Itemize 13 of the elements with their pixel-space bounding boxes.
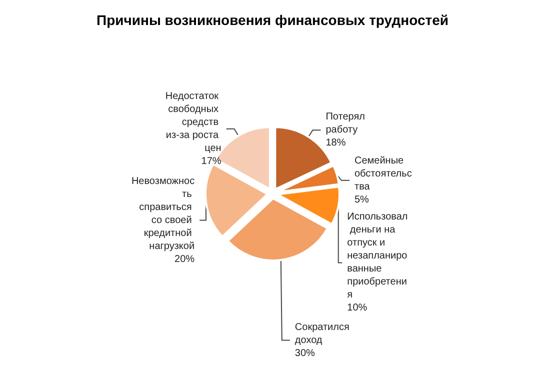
data-label: 5%: [354, 194, 370, 206]
slice-label: Недостаток свободных средств из-за роста цен: [165, 90, 222, 154]
slice-label: Невозможность справиться со своей кредитной нагрузкой: [131, 176, 195, 252]
chart-title: Причины возникновения финансовых трудностей: [96, 12, 448, 28]
data-label: 10%: [347, 302, 368, 314]
slice-label: Использовал деньги на отпуск и незапланированные приобретения: [347, 212, 408, 301]
slice-label: Семейные обстоятельства: [354, 155, 412, 192]
data-label: 30%: [294, 348, 316, 359]
data-label: 20%: [174, 254, 195, 265]
data-label: 18%: [326, 138, 346, 149]
data-label: 17%: [201, 156, 222, 167]
slice-label: Потерял работу: [326, 112, 368, 136]
slice-label: Сократился доход: [294, 322, 352, 346]
